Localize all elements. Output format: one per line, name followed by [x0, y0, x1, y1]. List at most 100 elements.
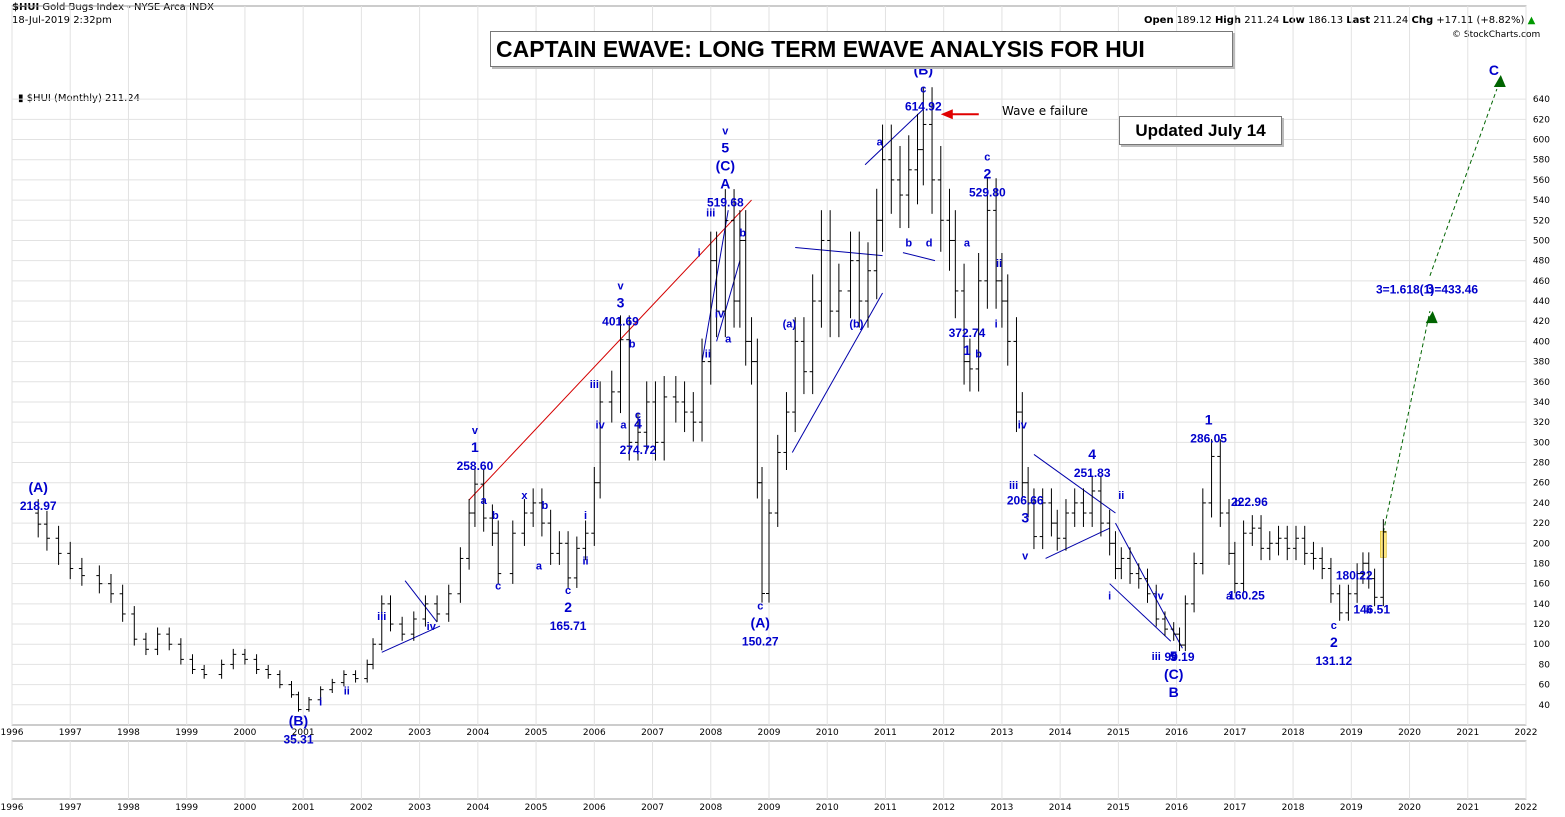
y-tick-label: 640	[1533, 95, 1550, 105]
wave-label: a	[1226, 590, 1233, 602]
wave-label: 35.31	[283, 733, 313, 747]
x-tick-label: 2008	[699, 728, 722, 738]
y-tick-label: 400	[1533, 337, 1550, 347]
axes: 40 60 80 100 120 140 160 180 200 220 240 260 280 300 3…	[1, 95, 1551, 813]
diagonal-line-1	[701, 210, 729, 362]
wave-label: i	[995, 318, 998, 330]
x-tick-label-lower: 2001	[292, 803, 315, 813]
triangle-top-line	[864, 108, 924, 166]
chart-date: 18-Jul-2019 2:32pm	[12, 15, 112, 26]
wave-label: 2	[1330, 634, 1338, 650]
wave-label: 372.74	[949, 326, 986, 340]
x-tick-label: 2007	[641, 728, 664, 738]
wave-label: i	[1356, 570, 1359, 582]
ohlc-bars	[35, 87, 1387, 712]
wave-label: iii	[1152, 651, 1161, 663]
x-tick-label: 2005	[525, 728, 548, 738]
wave-label: x	[521, 490, 528, 502]
wave-label: iv	[1155, 591, 1165, 603]
wedge2-top-line	[1115, 522, 1183, 649]
x-tick-label-lower: 1997	[59, 803, 82, 813]
copyright: © StockCharts.com	[1452, 30, 1541, 40]
wave-label: iii	[706, 207, 715, 219]
wave-label: ii	[344, 686, 350, 698]
x-tick-label-lower: 2017	[1223, 803, 1246, 813]
x-tick-label: 2018	[1282, 728, 1305, 738]
channel-bottom-line	[791, 292, 883, 453]
low-value: 186.13	[1308, 15, 1344, 26]
x-tick-label: 1997	[59, 728, 82, 738]
wave-e-note: Wave e failure	[1002, 104, 1088, 118]
wave-label: iv	[596, 419, 606, 431]
wave-label: 1	[471, 439, 479, 455]
x-tick-label-lower: 2015	[1107, 803, 1130, 813]
wave-label: v	[722, 126, 729, 138]
wave-label: 5	[721, 140, 729, 156]
wave-label: 4	[1088, 446, 1096, 462]
y-tick-label: 280	[1533, 459, 1550, 469]
x-tick-label-lower: 2012	[932, 803, 955, 813]
y-tick-label: 100	[1533, 640, 1550, 650]
wave-label: b	[739, 228, 746, 240]
open-value: 189.12	[1176, 15, 1212, 26]
x-tick-label: 1999	[175, 728, 198, 738]
triangle-bottom-line	[902, 252, 936, 262]
y-tick-label: 500	[1533, 236, 1550, 246]
wave-label: b	[1234, 497, 1241, 509]
wave-label: (A)	[28, 479, 47, 495]
wave-label: 2	[983, 165, 991, 181]
wave-label: 2	[564, 599, 572, 615]
wave-label: c	[565, 585, 571, 597]
wave-label: 4	[634, 415, 642, 431]
y-tick-label: 220	[1533, 519, 1550, 529]
symbol: $HUI	[12, 2, 40, 13]
wave-label: a	[620, 419, 627, 431]
wave-label: 3	[1426, 281, 1434, 297]
y-tick-label: 360	[1533, 378, 1550, 388]
x-tick-label: 2000	[233, 728, 256, 738]
x-tick-label-lower: 2018	[1282, 803, 1305, 813]
x-tick-label: 2021	[1456, 728, 1479, 738]
wave-label: v	[1171, 651, 1178, 663]
x-tick-label: 2017	[1223, 728, 1246, 738]
wave-label: c	[495, 581, 501, 593]
triangle-upper-line	[404, 580, 438, 623]
x-tick-label-lower: 2013	[990, 803, 1013, 813]
x-tick-label-lower: 2009	[758, 803, 781, 813]
wave-label: v	[1022, 550, 1029, 562]
wave-label: 5	[1170, 648, 1178, 664]
wave-label: ii	[1366, 604, 1372, 616]
x-tick-label-lower: 2011	[874, 803, 897, 813]
y-tick-label: 600	[1533, 136, 1550, 146]
x-tick-label: 2022	[1515, 728, 1538, 738]
wave-label: 222.96	[1231, 495, 1268, 509]
red-channel-line	[468, 199, 752, 501]
wave-label: ii	[996, 258, 1002, 270]
x-tick-label-lower: 1996	[1, 803, 24, 813]
series-legend: ▮ $HUI (Monthly) 211.24	[18, 93, 141, 104]
wave-label: ii	[583, 555, 589, 567]
projection-arrow-icon-1	[1425, 311, 1438, 324]
wave-label: a	[481, 495, 488, 507]
x-tick-label: 2014	[1049, 728, 1072, 738]
wave-label: 146.51	[1353, 602, 1390, 616]
wave-label: 3=1.618(1)=433.46	[1376, 283, 1478, 297]
wave-label: A	[720, 176, 730, 192]
y-tick-label: 540	[1533, 196, 1550, 206]
wave-e-arrow-icon	[940, 109, 953, 120]
wedge-top-line	[1033, 454, 1116, 514]
x-tick-label-lower: 2002	[350, 803, 373, 813]
y-tick-label: 440	[1533, 297, 1550, 307]
y-tick-label: 80	[1539, 660, 1551, 670]
wave-label: 529.80	[969, 185, 1006, 199]
wave-label: 1	[963, 342, 971, 358]
wave-label: iii	[1009, 480, 1018, 492]
wave-label: c	[1331, 620, 1337, 632]
y-tick-label: 580	[1533, 156, 1550, 166]
wave-label: 218.97	[20, 499, 57, 513]
wave-label: 3	[617, 295, 625, 311]
chart-title: CAPTAIN EWAVE: LONG TERM EWAVE ANALYSIS …	[490, 31, 1233, 67]
y-tick-label: 300	[1533, 438, 1550, 448]
x-tick-label: 2010	[816, 728, 839, 738]
y-tick-label: 200	[1533, 539, 1550, 549]
